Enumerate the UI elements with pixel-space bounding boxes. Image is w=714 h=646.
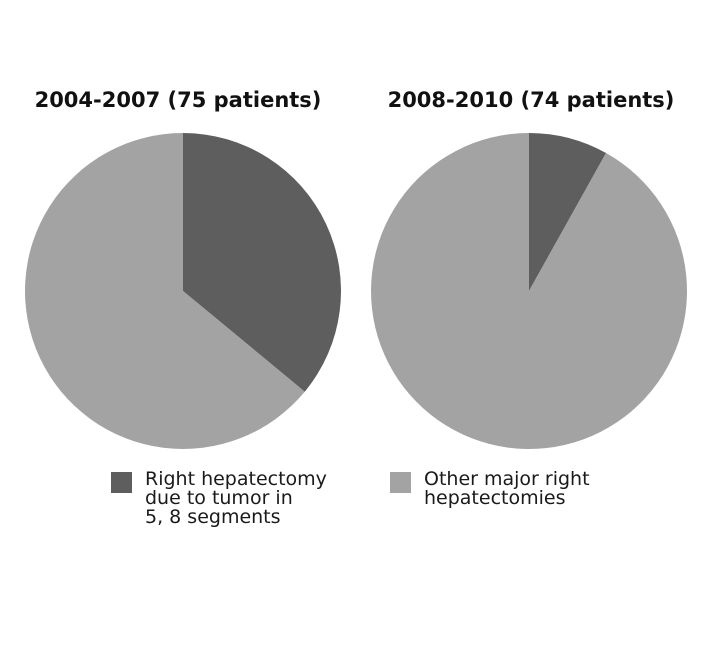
legend-swatch [111, 472, 132, 493]
pie-slice-other-major [24, 133, 305, 449]
pie-slice-other-major [371, 133, 688, 449]
pie-slice-right-hepatectomy [529, 133, 607, 291]
pie-slice-right-hepatectomy [183, 133, 341, 392]
legend-swatch [390, 472, 411, 493]
legend-label: Other major right hepatectomies [424, 468, 590, 509]
pie-chart-2008-2010: 2008-2010 (74 patients) [371, 88, 688, 449]
pie-chart-2004-2007: 2004-2007 (75 patients) [24, 88, 341, 449]
legend-item-other-major: Other major right hepatectomies [390, 470, 590, 508]
legend-item-right-hepatectomy: Right hepatectomy due to tumor in 5, 8 s… [111, 470, 327, 527]
pie-title: 2004-2007 (75 patients) [35, 88, 322, 112]
legend-label: Right hepatectomy due to tumor in 5, 8 s… [145, 468, 327, 528]
pie-title: 2008-2010 (74 patients) [388, 88, 675, 112]
